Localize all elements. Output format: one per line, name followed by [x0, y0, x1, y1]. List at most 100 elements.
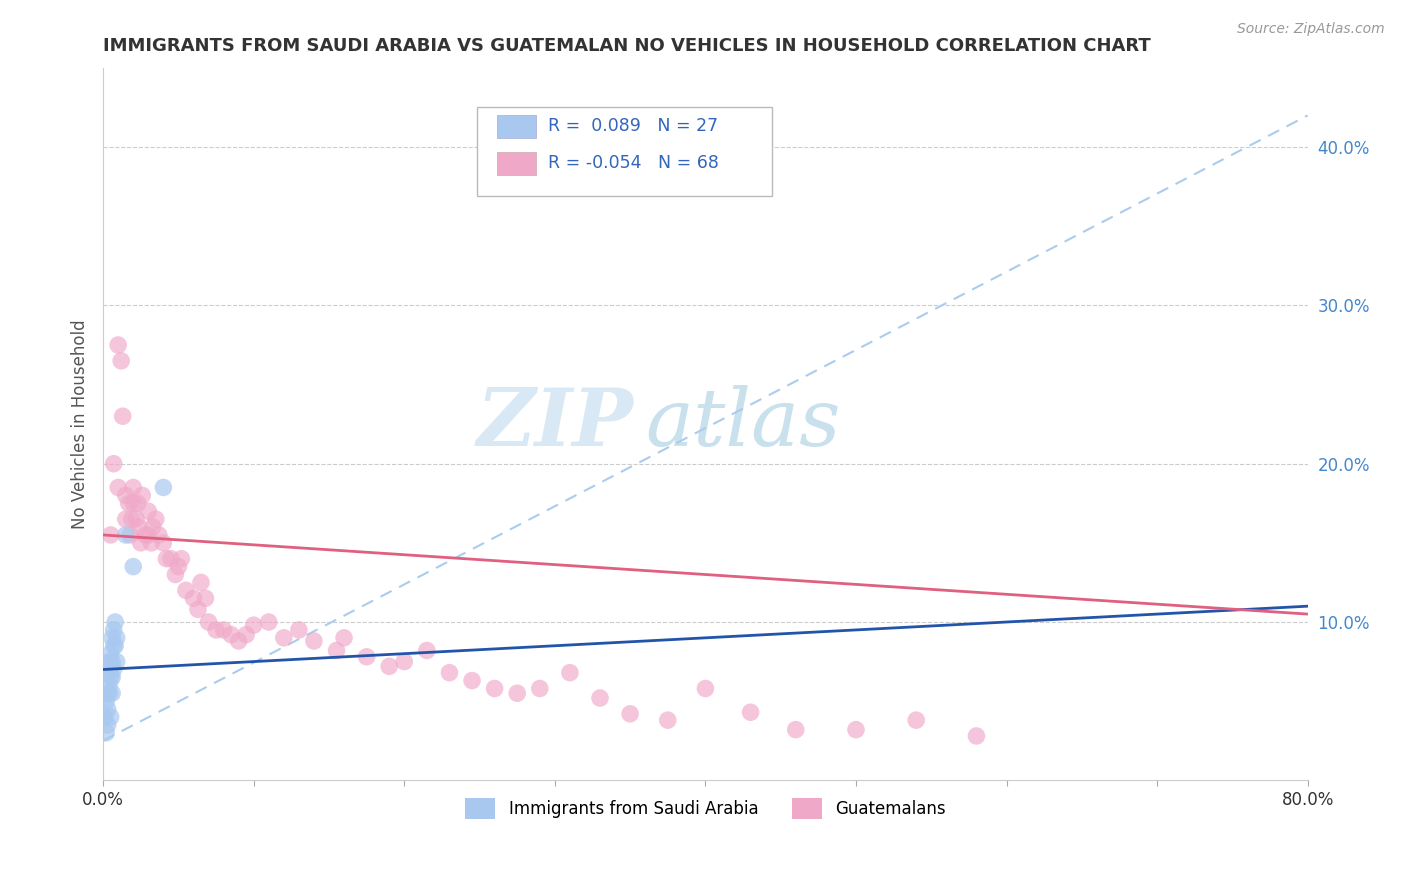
Bar — [496, 115, 536, 137]
Point — [183, 591, 205, 606]
Point — [273, 631, 295, 645]
Point — [288, 623, 311, 637]
Point — [142, 520, 165, 534]
Text: IMMIGRANTS FROM SAUDI ARABIA VS GUATEMALAN NO VEHICLES IN HOUSEHOLD CORRELATION : IMMIGRANTS FROM SAUDI ARABIA VS GUATEMAL… — [103, 37, 1152, 55]
Point — [97, 686, 120, 700]
Point — [695, 681, 717, 696]
Point — [93, 710, 115, 724]
Point — [107, 338, 129, 352]
Point — [134, 528, 156, 542]
Y-axis label: No Vehicles in Household: No Vehicles in Household — [72, 319, 89, 529]
Text: ZIP: ZIP — [477, 385, 633, 463]
Point — [170, 551, 193, 566]
Point — [131, 488, 153, 502]
Text: Source: ZipAtlas.com: Source: ZipAtlas.com — [1237, 22, 1385, 37]
Point — [127, 496, 149, 510]
Point — [148, 528, 170, 542]
Point — [100, 528, 122, 542]
Point — [101, 631, 124, 645]
Point — [103, 663, 125, 677]
Point — [529, 681, 551, 696]
Point — [785, 723, 807, 737]
Point — [845, 723, 868, 737]
Point — [965, 729, 987, 743]
Point — [219, 628, 242, 642]
Bar — [496, 152, 536, 175]
Point — [114, 488, 136, 502]
Point — [97, 718, 120, 732]
Point — [98, 655, 121, 669]
Point — [136, 528, 159, 542]
Point — [114, 528, 136, 542]
Point — [121, 512, 143, 526]
Point — [167, 559, 190, 574]
Point — [129, 536, 152, 550]
Text: R = -0.054   N = 68: R = -0.054 N = 68 — [547, 154, 718, 172]
Point — [197, 615, 219, 629]
Point — [103, 457, 125, 471]
Point — [333, 631, 356, 645]
Point — [136, 504, 159, 518]
Point — [125, 512, 148, 526]
Point — [187, 602, 209, 616]
Point — [242, 618, 264, 632]
Point — [100, 647, 122, 661]
Point — [160, 551, 183, 566]
Point — [94, 726, 117, 740]
Point — [378, 659, 401, 673]
Point — [105, 631, 128, 645]
Point — [120, 528, 142, 542]
Point — [325, 643, 347, 657]
Point — [98, 678, 121, 692]
Point — [657, 713, 679, 727]
Point — [101, 655, 124, 669]
Point — [356, 649, 378, 664]
Point — [257, 615, 280, 629]
Point — [235, 628, 257, 642]
Point — [110, 354, 132, 368]
Point — [122, 496, 145, 510]
Point — [302, 634, 325, 648]
Point — [104, 615, 127, 629]
Point — [114, 512, 136, 526]
Point — [439, 665, 461, 680]
Point — [103, 639, 125, 653]
Point — [111, 409, 134, 424]
Point — [122, 559, 145, 574]
Point — [165, 567, 187, 582]
Point — [100, 670, 122, 684]
Point — [461, 673, 484, 688]
Point — [152, 536, 174, 550]
Point — [394, 655, 416, 669]
Point — [190, 575, 212, 590]
Point — [740, 705, 762, 719]
Point — [228, 634, 250, 648]
Point — [101, 670, 124, 684]
Point — [94, 694, 117, 708]
Point — [484, 681, 506, 696]
Point — [589, 690, 612, 705]
Point — [155, 551, 177, 566]
Point — [174, 583, 197, 598]
Point — [107, 480, 129, 494]
Text: atlas: atlas — [645, 385, 841, 463]
Point — [105, 655, 128, 669]
Point — [205, 623, 228, 637]
Legend: Immigrants from Saudi Arabia, Guatemalans: Immigrants from Saudi Arabia, Guatemalan… — [458, 792, 952, 825]
Point — [619, 706, 641, 721]
Point — [141, 536, 163, 550]
Point — [506, 686, 529, 700]
Point — [905, 713, 928, 727]
Point — [103, 623, 125, 637]
Point — [97, 702, 120, 716]
Text: R =  0.089   N = 27: R = 0.089 N = 27 — [547, 118, 717, 136]
Point — [145, 512, 167, 526]
Point — [100, 663, 122, 677]
Point — [212, 623, 235, 637]
Point — [416, 643, 439, 657]
Point — [100, 710, 122, 724]
Point — [122, 480, 145, 494]
Point — [152, 480, 174, 494]
Point — [128, 520, 150, 534]
Point — [101, 686, 124, 700]
